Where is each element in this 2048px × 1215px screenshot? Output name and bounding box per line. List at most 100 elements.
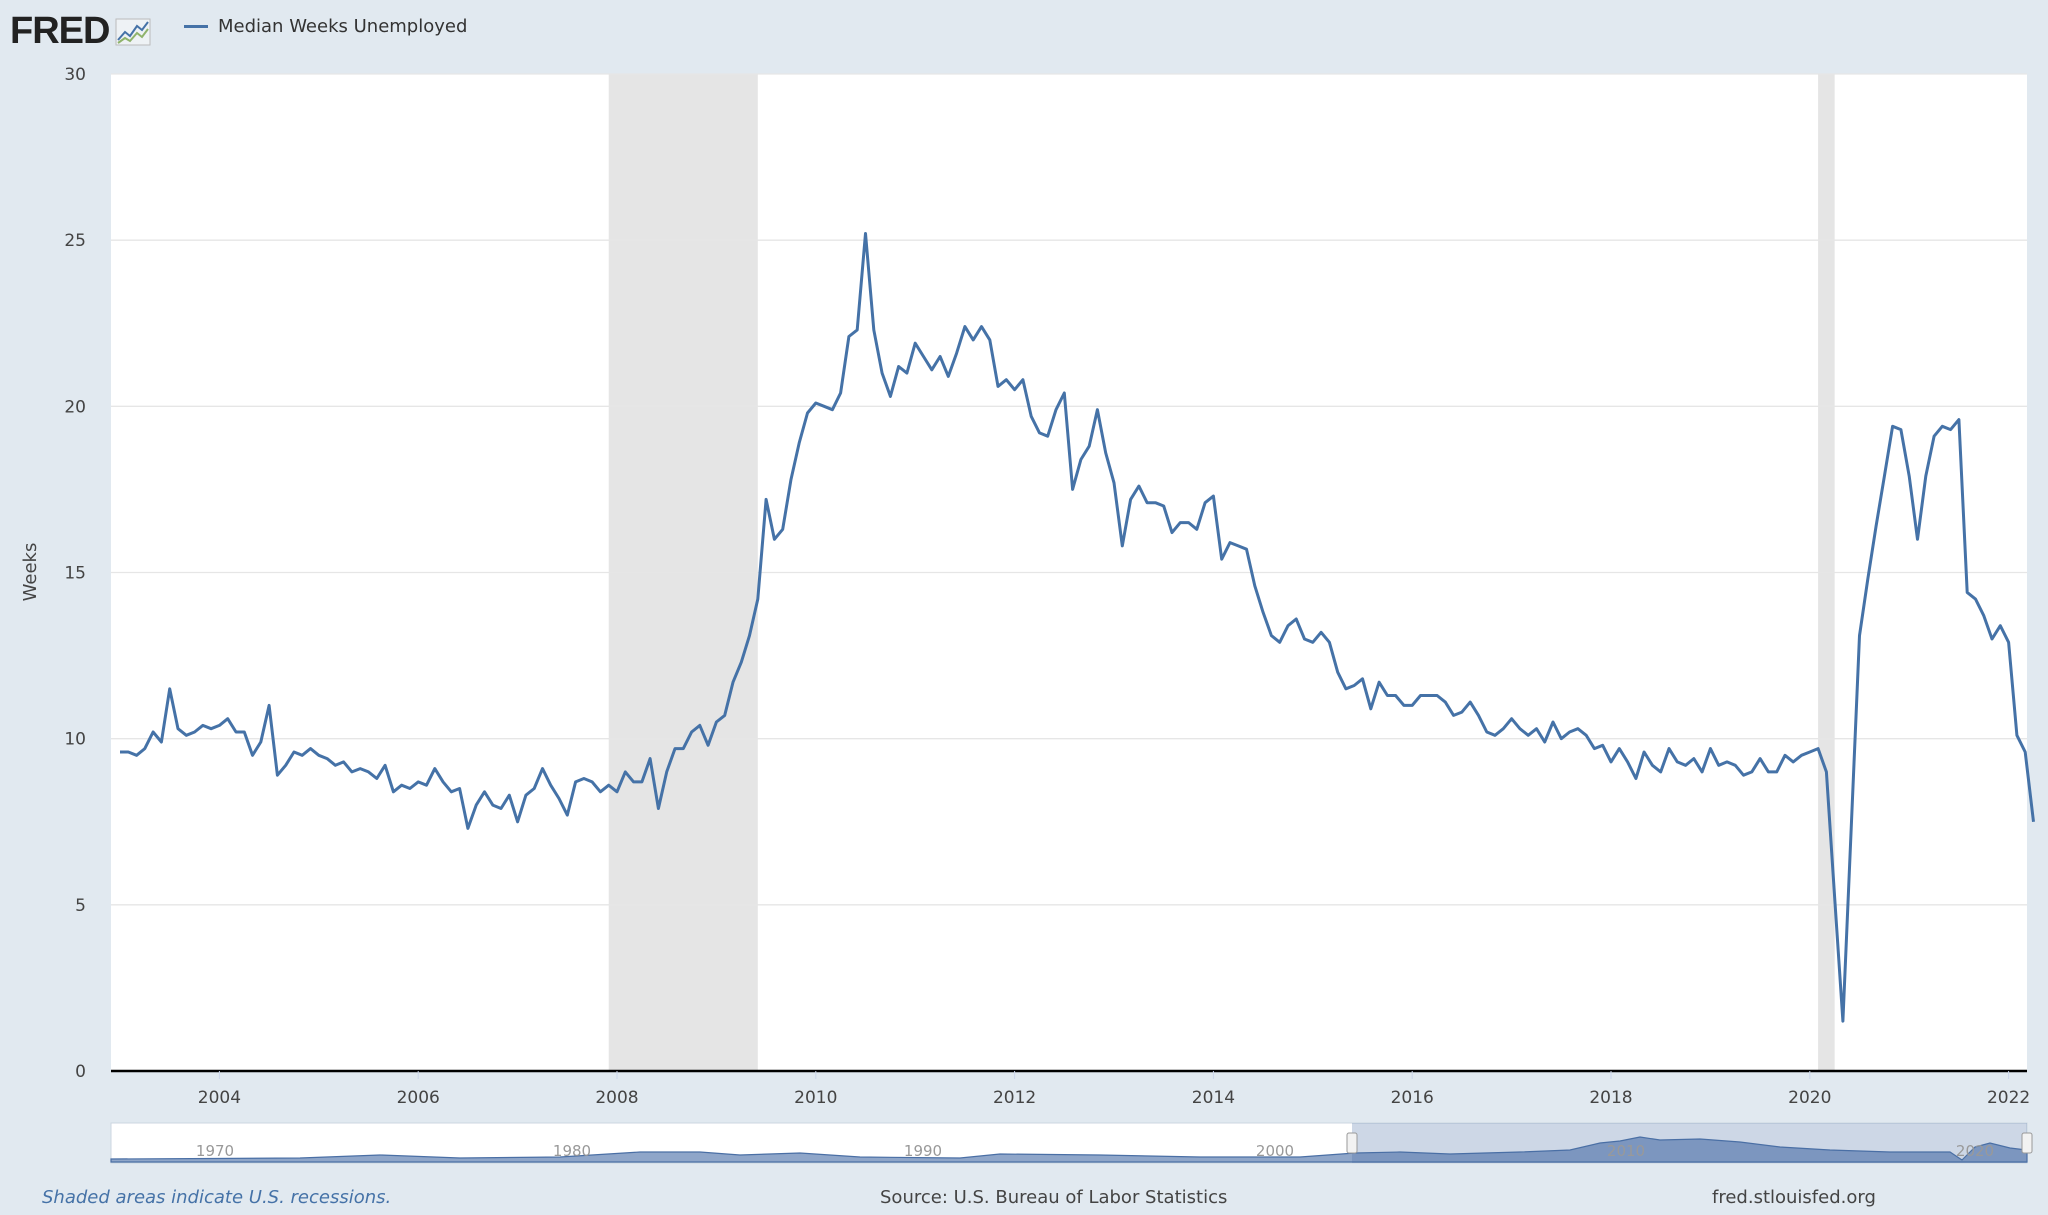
data-point [1253,584,1256,587]
data-point [616,790,619,793]
data-point [193,731,196,734]
data-point [475,804,478,807]
source-text[interactable]: Source: U.S. Bureau of Labor Statistics [880,1187,1228,1208]
navigator-left-handle[interactable] [1346,1132,1358,1154]
data-point [1626,760,1629,763]
data-point [599,790,602,793]
data-point [1477,714,1480,717]
data-point [1262,611,1265,614]
data-point [1601,744,1604,747]
x-tick-label: 2010 [794,1088,837,1108]
data-point [1717,764,1720,767]
y-tick-label: 15 [64,564,86,584]
data-point [1088,445,1091,448]
data-point [1618,747,1621,750]
x-tick-label: 2018 [1589,1088,1632,1108]
data-point [798,441,801,444]
data-point [483,790,486,793]
data-point [831,408,834,411]
data-point [1013,388,1016,391]
data-point [1957,418,1960,421]
data-point [1750,770,1753,773]
data-point [1684,764,1687,767]
data-point [997,385,1000,388]
navigator-label: 1970 [196,1142,234,1160]
data-point [176,727,179,730]
data-point [1734,764,1737,767]
data-point [549,784,552,787]
data-point [624,770,627,773]
data-point [939,355,942,358]
y-tick-label: 5 [75,896,86,916]
data-point [119,750,122,753]
data-point [417,780,420,783]
data-point [1378,681,1381,684]
data-point [657,807,660,810]
data-point [1195,528,1198,531]
data-point [566,814,569,817]
fred-logo[interactable]: FRED [10,10,151,53]
data-point [1402,704,1405,707]
data-point [872,328,875,331]
data-point [1568,731,1571,734]
legend-swatch [184,25,208,28]
legend[interactable]: Median Weeks Unemployed [184,16,467,37]
data-point [1502,727,1505,730]
data-point [433,767,436,770]
navigator-selection[interactable] [1352,1123,2027,1163]
data-point [1941,425,1944,428]
x-tick-label: 2020 [1788,1088,1831,1108]
y-tick-label: 10 [64,730,86,750]
data-point [1866,578,1869,581]
data-point [2032,820,2035,823]
data-point [268,704,271,707]
data-point [1891,425,1894,428]
data-point [1800,754,1803,757]
data-point [823,405,826,408]
navigator-label: 1990 [904,1142,942,1160]
data-point [326,757,329,760]
data-point [1808,750,1811,753]
data-point [1311,641,1314,644]
data-point [276,774,279,777]
data-point [1667,747,1670,750]
data-point [1982,614,1985,617]
site-link[interactable]: fred.stlouisfed.org [1712,1187,1876,1208]
data-point [1038,431,1041,434]
data-point [259,740,262,743]
data-point [1212,495,1215,498]
data-point [1320,631,1323,634]
data-point [375,777,378,780]
data-point [748,634,751,637]
data-point [1576,727,1579,730]
data-point [1676,760,1679,763]
data-point [1286,624,1289,627]
data-point [731,681,734,684]
data-point [1394,694,1397,697]
navigator-area [110,1136,2028,1163]
navigator-right-handle[interactable] [2021,1132,2033,1154]
data-point [234,731,237,734]
data-point [905,372,908,375]
data-point [922,355,925,358]
data-point [1353,684,1356,687]
data-point [1659,770,1662,773]
data-point [839,392,842,395]
navigator-label: 2010 [1607,1142,1645,1160]
data-point [1121,544,1124,547]
data-point [1841,1020,1844,1023]
data-point [1692,757,1695,760]
navigator[interactable]: 1970 1980 1990 2000 2010 2020 [110,1122,2033,1164]
recession-note[interactable]: Shaded areas indicate U.S. recessions. [42,1187,392,1208]
data-point [541,767,544,770]
y-tick-label: 30 [64,65,86,85]
data-point [1427,694,1430,697]
data-point [773,538,776,541]
data-point [914,342,917,345]
data-point [847,335,850,338]
data-point [1021,378,1024,381]
data-point [1767,770,1770,773]
x-tick-label: 2022 [1987,1088,2030,1108]
data-point [1535,727,1538,730]
data-point [740,661,743,664]
